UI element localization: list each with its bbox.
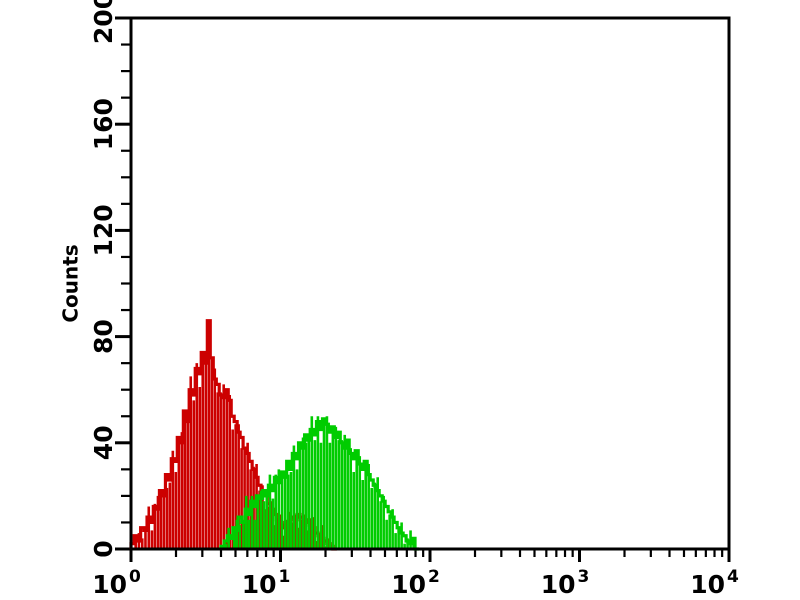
svg-text:10: 10 [391, 570, 426, 599]
svg-text:10: 10 [242, 570, 277, 599]
y-tick-label: 80 [89, 319, 118, 354]
svg-text:1: 1 [279, 567, 291, 587]
x-tick-label: 10 1 [242, 567, 291, 599]
x-tick-label: 10 0 [92, 567, 141, 599]
x-tick-label: 10 3 [541, 567, 590, 599]
y-axis-title-text: Counts [59, 244, 83, 322]
svg-text:10: 10 [92, 570, 127, 599]
series-trace [219, 417, 420, 551]
svg-text:2: 2 [428, 567, 440, 587]
svg-text:0: 0 [129, 567, 141, 587]
y-tick-label: 120 [89, 204, 118, 256]
svg-text:10: 10 [690, 570, 725, 599]
svg-text:3: 3 [578, 567, 590, 587]
x-tick-label: 10 4 [690, 567, 739, 599]
x-axis-tick-labels: 10 0 10 1 10 2 10 3 10 4 [92, 567, 739, 599]
y-axis-ticks [115, 16, 131, 551]
y-tick-label: 160 [89, 98, 118, 150]
y-axis-tick-labels: 0 40 80 120 160 200 [89, 0, 118, 558]
x-tick-label: 10 2 [391, 567, 440, 599]
series-traces [129, 319, 420, 551]
y-tick-label: 40 [89, 425, 118, 460]
plot-frame-overlay [129, 16, 731, 551]
svg-text:10: 10 [541, 570, 576, 599]
y-tick-label: 0 [89, 540, 118, 557]
y-axis-title: Counts [59, 244, 83, 322]
y-tick-label: 200 [89, 0, 118, 44]
svg-text:4: 4 [727, 567, 739, 587]
